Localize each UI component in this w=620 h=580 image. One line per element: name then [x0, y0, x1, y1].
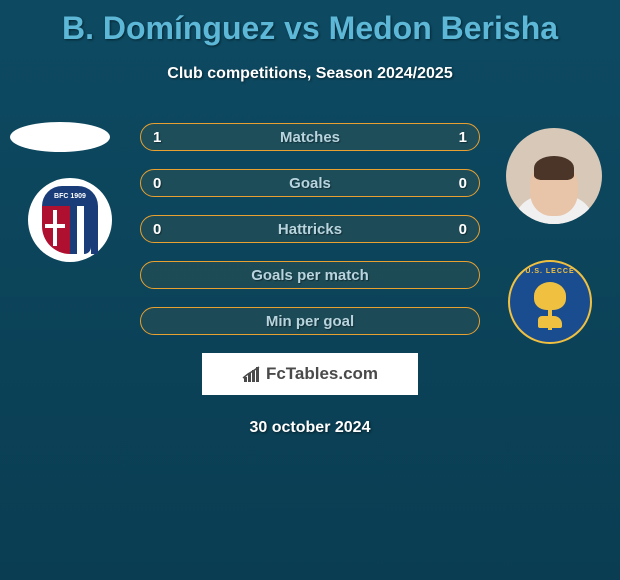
- comparison-title: B. Domínguez vs Medon Berisha: [0, 0, 620, 47]
- stat-label: Hattricks: [278, 221, 342, 238]
- stat-left-value: 1: [153, 129, 161, 146]
- stat-row-min-per-goal: Min per goal: [0, 307, 620, 335]
- stat-left-value: 0: [153, 221, 161, 238]
- comparison-subtitle: Club competitions, Season 2024/2025: [0, 65, 620, 83]
- stat-row-matches: 1 Matches 1: [0, 123, 620, 151]
- watermark-text: FcTables.com: [266, 364, 378, 384]
- chart-icon: [242, 365, 262, 383]
- stat-label: Goals per match: [251, 267, 369, 284]
- stat-right-value: 1: [459, 129, 467, 146]
- stat-label: Matches: [280, 129, 340, 146]
- stat-right-value: 0: [459, 221, 467, 238]
- stat-row-goals-per-match: Goals per match: [0, 261, 620, 289]
- stat-right-value: 0: [459, 175, 467, 192]
- stats-container: 1 Matches 1 0 Goals 0 0 Hattricks 0 Goal…: [0, 123, 620, 335]
- stat-left-value: 0: [153, 175, 161, 192]
- comparison-date: 30 october 2024: [0, 419, 620, 437]
- stat-label: Goals: [289, 175, 331, 192]
- stat-row-hattricks: 0 Hattricks 0: [0, 215, 620, 243]
- watermark-badge: FcTables.com: [202, 353, 418, 395]
- stat-row-goals: 0 Goals 0: [0, 169, 620, 197]
- stat-label: Min per goal: [266, 313, 354, 330]
